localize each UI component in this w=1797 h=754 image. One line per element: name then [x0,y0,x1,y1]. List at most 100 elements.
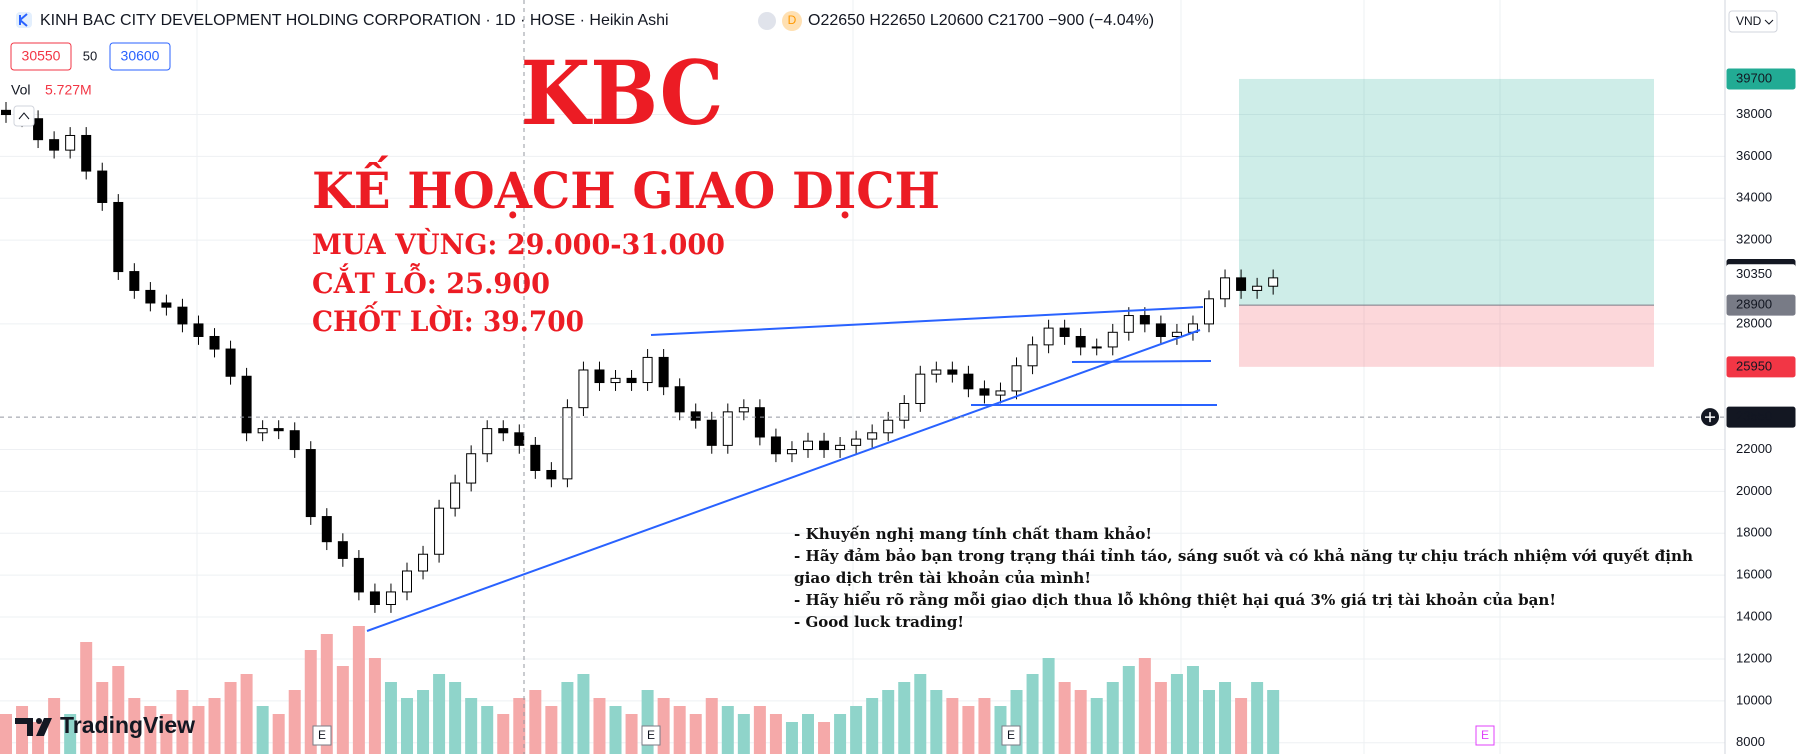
ticker: KBC [521,41,724,145]
candle-body [113,201,124,273]
volume-bar [368,658,381,754]
candle-body [337,541,348,559]
candle-body [353,557,364,593]
volume-bar [1251,682,1264,754]
candle-body [1155,323,1166,337]
earnings-label: E [1007,728,1015,742]
volume-bar [1203,690,1215,754]
symbol-logo [16,12,32,28]
candle-body [241,375,252,434]
volume-bar [240,674,253,754]
candle-body [81,134,92,172]
collapse-button[interactable] [13,105,35,127]
candle-body [1043,327,1054,346]
candle-body [1091,346,1102,349]
candle-body [979,388,990,396]
earnings-marker[interactable] [1001,725,1021,746]
y-tick-label: 38000 [1736,106,1772,121]
volume-bar [561,682,574,754]
earnings-marker[interactable] [641,725,661,746]
candle-body [402,570,412,593]
volume-bar [465,698,478,754]
brand[interactable]: TradingView [60,712,195,738]
note: - Hãy hiểu rõ rằng mỗi giao dịch thua lỗ… [794,591,1556,609]
candle-body [626,377,637,384]
candle-body [1204,298,1214,325]
y-tick-label: 36000 [1736,148,1772,163]
volume-bar [1042,658,1055,754]
volume-bar [721,706,734,754]
volume-bar [785,722,798,754]
y-tick-label: 16000 [1736,567,1772,582]
ohlc-readout: O22650 H22650 L20600 C21700 −900 (−4.04%… [808,12,1154,29]
volume-bar [112,666,125,754]
candle-body [995,390,1006,396]
earnings-label: E [318,728,326,742]
volume-bar [930,690,943,754]
volume-bar [481,706,494,754]
volume-bar [737,714,750,754]
ask-box[interactable] [109,42,171,71]
volume-bar [352,626,365,754]
brand-logo-dot [36,718,42,724]
volume-bar [272,714,285,754]
buy-zone: MUA VÙNG: 29.000-31.000 [312,227,725,261]
candle-body [33,118,44,141]
axis-labels: 38000 36000 34000 32000 28000 22000 20000 18000… [1726,68,1796,749]
candle-body [97,170,108,203]
earnings-marker[interactable] [1475,725,1495,746]
volume-bar [1058,682,1071,754]
volume-bar [1170,674,1183,754]
candle-body [851,438,862,446]
volume-bar [802,714,814,754]
candle-body [369,591,380,605]
y-tick-label: 8000 [1736,734,1765,749]
candle-body [1011,365,1022,392]
volume-bar [1267,690,1280,754]
volume-bar [914,674,927,754]
candle-body [482,428,493,455]
candle-body [385,591,396,605]
volume-bar [144,706,157,754]
candle-body [1123,315,1134,333]
earnings-label: E [647,728,655,742]
candle-body [1171,331,1182,337]
bid-box[interactable] [10,42,72,71]
volume-bar [769,714,782,754]
volume-bar [1235,698,1248,754]
price-tag [1726,68,1796,90]
volume-bar [48,698,61,754]
volume-bar [946,698,959,754]
volume-label: Vol [11,82,30,98]
trend-lines [366,306,1217,632]
volume-bar [978,698,991,754]
candle-body [947,369,958,375]
earnings-marker[interactable] [312,725,332,746]
volume-bar [593,698,606,754]
bid[interactable]: 30550 [22,48,61,64]
candle-body [594,369,605,384]
currency-select[interactable] [1728,10,1778,33]
volume-pane [0,626,1280,754]
volume-bar [529,690,542,754]
candle-body [209,335,220,350]
candle-body [658,356,669,388]
volume-bar [192,706,205,754]
volume-bar [128,698,141,754]
candle-body [738,407,749,413]
candle-body [434,507,445,555]
ask[interactable]: 30600 [121,48,160,64]
volume-bar [1106,682,1119,754]
y-tick-label: 18000 [1736,525,1772,540]
volume-bar [898,682,911,754]
currency[interactable]: VND [1736,14,1762,28]
candle-body [819,440,830,451]
trend-line [366,329,1201,632]
candle-body [1220,277,1231,300]
price-tag-label: 23550 [1736,409,1772,424]
position-tool [1239,78,1654,367]
price-tag [1726,294,1796,316]
candle-body [835,444,846,451]
